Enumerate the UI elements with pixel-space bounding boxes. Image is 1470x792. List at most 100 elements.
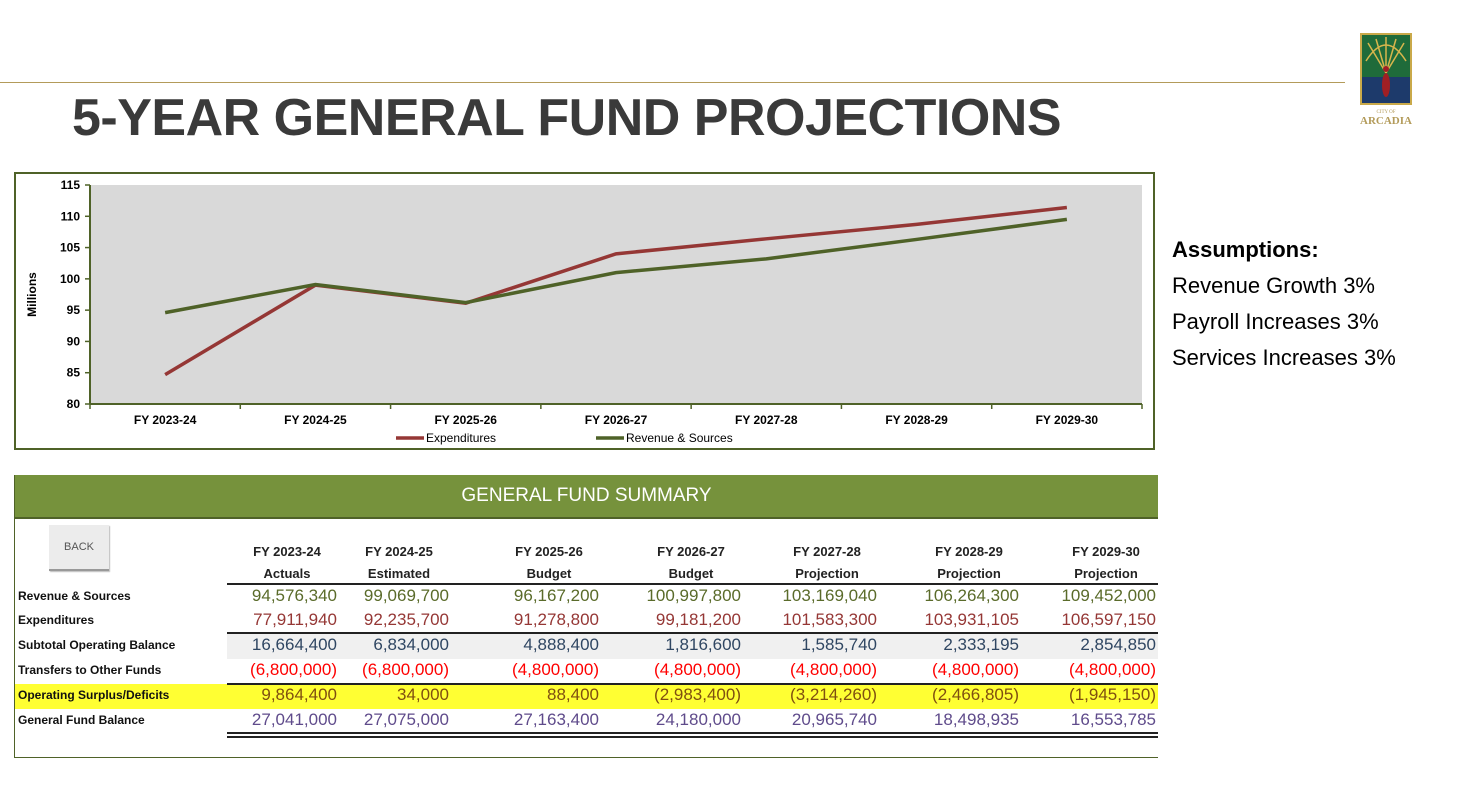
table-cell: 1,816,600 xyxy=(665,635,741,654)
rule-line xyxy=(227,732,1158,734)
x-tick-label: FY 2024-25 xyxy=(284,413,347,427)
column-type: Projection xyxy=(1074,566,1138,581)
table-cell: 99,181,200 xyxy=(655,610,741,629)
table-row: Revenue & Sources 94,576,340 99,069,700 96,… xyxy=(15,585,1158,610)
column-type: Actuals xyxy=(263,566,311,581)
y-tick-label: 105 xyxy=(60,241,80,255)
table-cell: 99,069,700 xyxy=(363,586,449,605)
table-cell: 16,664,400 xyxy=(251,635,337,654)
y-axis-label: Millions xyxy=(25,272,39,317)
row-label: Operating Surplus/Deficits xyxy=(18,688,170,702)
y-tick-label: 100 xyxy=(60,272,80,286)
rule-line xyxy=(227,583,1158,585)
row-label: Subtotal Operating Balance xyxy=(18,638,176,652)
table-cell: 9,864,400 xyxy=(261,685,337,704)
assumption-item: Services Increases 3% xyxy=(1172,345,1396,370)
rule-line xyxy=(227,683,1158,685)
x-tick-label: FY 2025-26 xyxy=(434,413,497,427)
column-header: FY 2026-27 Budget xyxy=(631,541,751,585)
table-cell: 92,235,700 xyxy=(363,610,449,629)
table-cell: (1,945,150) xyxy=(1069,685,1156,704)
x-tick-label: FY 2023-24 xyxy=(134,413,197,427)
column-header: FY 2027-28 Projection xyxy=(767,541,887,585)
table-cell: (2,466,805) xyxy=(932,685,1019,704)
legend-label: Expenditures xyxy=(426,431,496,445)
row-label: Revenue & Sources xyxy=(18,589,131,603)
table-row: Subtotal Operating Balance 16,664,400 6,83… xyxy=(15,634,1158,659)
y-tick-label: 85 xyxy=(67,366,81,380)
x-tick-label: FY 2026-27 xyxy=(585,413,648,427)
assumption-item: Payroll Increases 3% xyxy=(1172,309,1379,334)
row-label: Expenditures xyxy=(18,613,95,627)
table-cell: (4,800,000) xyxy=(654,660,741,679)
table-cell: 106,264,300 xyxy=(924,586,1019,605)
table-row: Operating Surplus/Deficits 9,864,400 34,00… xyxy=(15,684,1158,709)
table-cell: (4,800,000) xyxy=(512,660,599,679)
table-cell: 91,278,800 xyxy=(513,610,599,629)
table-cell: 16,553,785 xyxy=(1070,710,1156,729)
table-cell: (4,800,000) xyxy=(790,660,877,679)
page-title: 5-YEAR GENERAL FUND PROJECTIONS xyxy=(72,89,1062,147)
table-cell: (6,800,000) xyxy=(250,660,337,679)
general-fund-summary-table: GENERAL FUND SUMMARY BACK FY 2023-24 Actu… xyxy=(14,475,1158,758)
column-type: Budget xyxy=(668,566,714,581)
projection-chart: 80 85 90 95 100 105 110 115 FY 2023-24 FY 2024-25… xyxy=(14,172,1155,450)
rule-line xyxy=(227,736,1158,738)
city-logo xyxy=(1360,33,1412,105)
table-cell: 88,400 xyxy=(547,685,599,704)
table-cell: (4,800,000) xyxy=(1069,660,1156,679)
table-cell: 2,854,850 xyxy=(1080,635,1156,654)
column-year: FY 2026-27 xyxy=(657,544,725,559)
x-tick-label: FY 2027-28 xyxy=(735,413,798,427)
column-type: Budget xyxy=(526,566,572,581)
column-year: FY 2029-30 xyxy=(1072,544,1140,559)
table-row: Expenditures 77,911,940 92,235,700 91,278,8… xyxy=(15,609,1158,634)
table-cell: 6,834,000 xyxy=(373,635,449,654)
table-cell: 109,452,000 xyxy=(1061,586,1156,605)
back-button[interactable]: BACK xyxy=(49,525,109,571)
assumptions-heading: Assumptions: xyxy=(1172,237,1319,262)
table-cell: 27,075,000 xyxy=(363,710,449,729)
column-year: FY 2023-24 xyxy=(253,544,321,559)
column-header: FY 2029-30 Projection xyxy=(1046,541,1166,585)
column-type: Projection xyxy=(795,566,859,581)
table-row: Transfers to Other Funds (6,800,000) (6,80… xyxy=(15,659,1158,684)
table-cell: 24,180,000 xyxy=(655,710,741,729)
column-header: FY 2024-25 Estimated xyxy=(339,541,459,585)
table-cell: 106,597,150 xyxy=(1061,610,1156,629)
y-tick-label: 90 xyxy=(67,334,81,348)
column-header: FY 2028-29 Projection xyxy=(909,541,1029,585)
legend-label: Revenue & Sources xyxy=(626,431,733,445)
row-label: Transfers to Other Funds xyxy=(18,663,162,677)
table-row: General Fund Balance 27,041,000 27,075,000… xyxy=(15,709,1158,734)
assumption-item: Revenue Growth 3% xyxy=(1172,273,1375,298)
column-type: Estimated xyxy=(367,566,431,581)
table-cell: 2,333,195 xyxy=(943,635,1019,654)
table-cell: 18,498,935 xyxy=(933,710,1019,729)
column-year: FY 2027-28 xyxy=(793,544,861,559)
table-cell: 103,931,105 xyxy=(924,610,1019,629)
y-tick-label: 110 xyxy=(61,209,81,223)
line-chart: 80 85 90 95 100 105 110 115 FY 2023-24 FY 2024-25… xyxy=(25,178,1143,445)
table-cell: 101,583,300 xyxy=(782,610,877,629)
table-cell: 20,965,740 xyxy=(791,710,877,729)
table-cell: (6,800,000) xyxy=(362,660,449,679)
table-cell: 96,167,200 xyxy=(513,586,599,605)
table-cell: 100,997,800 xyxy=(646,586,741,605)
table-cell: 94,576,340 xyxy=(251,586,337,605)
row-label: General Fund Balance xyxy=(18,713,145,727)
y-tick-label: 80 xyxy=(67,397,81,411)
table-cell: (2,983,400) xyxy=(654,685,741,704)
assumptions: Assumptions: Revenue Growth 3% Payroll I… xyxy=(1172,232,1396,376)
table-cell: 34,000 xyxy=(397,685,449,704)
table-cell: 1,585,740 xyxy=(801,635,877,654)
table-cell: 77,911,940 xyxy=(253,610,337,629)
column-type: Projection xyxy=(937,566,1001,581)
table-cell: (4,800,000) xyxy=(932,660,1019,679)
column-year: FY 2024-25 xyxy=(365,544,433,559)
column-year: FY 2025-26 xyxy=(515,544,583,559)
table-title: GENERAL FUND SUMMARY xyxy=(15,475,1158,519)
logo-text: CITY OF ARCADIA xyxy=(1360,110,1412,127)
column-header: FY 2025-26 Budget xyxy=(489,541,609,585)
table-cell: 103,169,040 xyxy=(782,586,877,605)
